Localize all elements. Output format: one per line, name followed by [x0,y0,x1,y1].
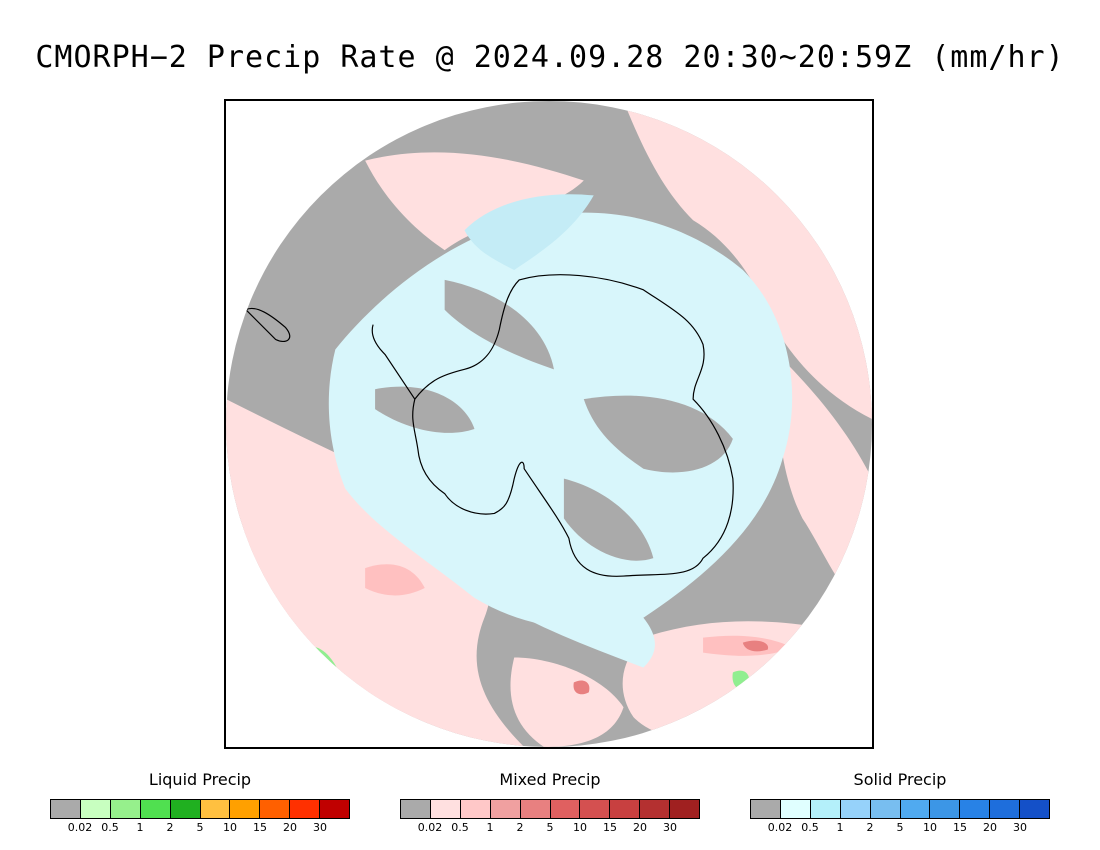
mixed-precip-area-south [510,657,624,747]
no-precip-streak-4 [375,386,475,433]
legend-swatch [900,800,931,818]
legend-tick-label: 2 [516,821,524,834]
legend-tick-label: 1 [486,821,494,834]
legend-tick-label: 5 [896,821,904,834]
legend-tick-label: 5 [546,821,554,834]
legend-tick-label: 30 [1013,821,1027,834]
legend-tick-label: 10 [923,821,937,834]
legend-swatch [290,800,321,818]
legend-swatch [520,800,551,818]
mixed-precip-core-2 [742,640,769,652]
legend-tick-label: 2 [866,821,874,834]
legend-swatch [930,800,961,818]
legend-tick-label: 20 [983,821,997,834]
no-precip-streak-2 [583,395,733,473]
legend-tick-label: 0.02 [67,821,93,834]
legend-swatch [610,800,641,818]
legend-swatches-mixed [400,799,700,819]
legend-tick-label: 15 [603,821,617,834]
legend-tick-label: 15 [253,821,267,834]
legend-swatch [460,800,491,818]
legend-swatch [960,800,991,818]
legend-swatch [840,800,871,818]
legend-title-solid: Solid Precip [853,770,947,789]
legend-tick-label: 0.02 [767,821,793,834]
map-disc [226,101,872,747]
legend-swatch [550,800,581,818]
no-precip-streak-3 [563,478,654,561]
legend-swatch [170,800,201,818]
solid-precip-area-southplume [524,594,655,668]
legend-tick-label: 2 [166,821,174,834]
legend-tick-label: 10 [223,821,237,834]
legend-swatch [430,800,461,818]
legend-swatch [751,800,781,818]
legend-tick-label: 0.5 [101,821,119,834]
legend-swatch [110,800,141,818]
legend-tick-label: 5 [196,821,204,834]
legend-tick-label: 1 [136,821,144,834]
legend-tick-label: 1 [836,821,844,834]
solid-precip-area-north [464,194,594,270]
chart-title: CMORPH−2 Precip Rate @ 2024.09.28 20:30~… [35,40,1065,75]
legend-swatch [580,800,611,818]
legend-ticks-liquid: 0.02 0.5 1 2 5 10 15 20 30 [50,821,350,835]
legend-swatch [640,800,671,818]
legend-swatch [140,800,171,818]
precip-map-svg [226,101,872,747]
legend-swatch [401,800,431,818]
legend-swatch [870,800,901,818]
legend-swatch [810,800,841,818]
legend-tick-label: 0.5 [451,821,469,834]
legend-swatch [780,800,811,818]
mixed-precip-core-1 [573,680,590,695]
legend-swatch [51,800,81,818]
legend-swatches-solid [750,799,1050,819]
legend-tick-label: 0.5 [801,821,819,834]
legend-tick-label: 30 [663,821,677,834]
legend-tick-label: 30 [313,821,327,834]
legend-swatch [200,800,231,818]
mixed-precip-band-south [365,564,425,596]
legend-swatch [320,800,350,818]
legend-swatch [1020,800,1050,818]
legend-swatch [260,800,291,818]
legend-swatch [230,800,261,818]
legend-tick-label: 10 [573,821,587,834]
legend-title-liquid: Liquid Precip [148,770,252,789]
legend-swatch [990,800,1021,818]
mixed-precip-area-north [365,152,584,251]
legend-tick-label: 15 [953,821,967,834]
legend-swatch [80,800,111,818]
legend-tick-label: 20 [283,821,297,834]
south-america-coast [244,307,291,343]
legend-swatch [490,800,521,818]
legend-ticks-solid: 0.02 0.5 1 2 5 10 15 20 30 [750,821,1050,835]
legend-ticks-mixed: 0.02 0.5 1 2 5 10 15 20 30 [400,821,700,835]
antarctic-peninsula [371,324,416,400]
legend-swatches-liquid [50,799,350,819]
legend-tick-label: 20 [633,821,647,834]
legend-swatch [670,800,700,818]
solid-precip-area-central [328,212,793,629]
legend-tick-label: 0.02 [417,821,443,834]
no-precip-streak-1 [444,279,554,370]
polar-map [224,99,874,749]
legend-title-mixed: Mixed Precip [499,770,601,789]
